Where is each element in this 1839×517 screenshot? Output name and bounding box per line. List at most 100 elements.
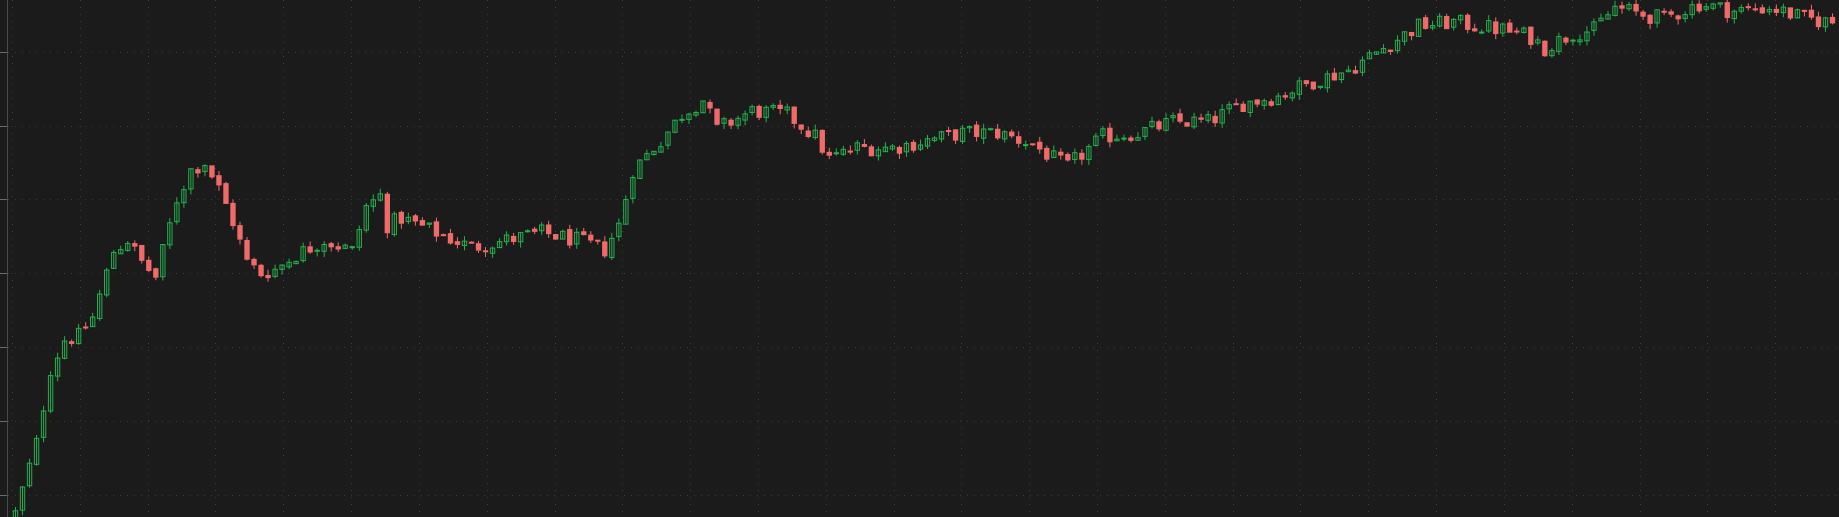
candle [959,124,966,144]
candle [75,323,82,345]
candle-body-down [707,102,713,109]
candle [405,212,412,225]
candle-body-up [763,106,769,118]
candle-body-down [1408,32,1415,37]
candle [1310,81,1317,91]
candle [861,138,868,148]
candle-body-up [1345,69,1352,73]
candle-body-up [1114,138,1120,142]
candle [700,100,706,114]
candle-body-up [125,243,131,251]
candle-body-up [279,264,285,270]
candle [637,159,643,179]
candle [952,129,959,145]
candle-body-down [1668,11,1674,15]
candle-body-up [1072,152,1078,160]
candle-body-up [391,213,398,235]
candle [560,229,566,240]
candle-body-down [1107,127,1113,143]
candle-body-up [1093,135,1099,147]
candle [1436,13,1443,28]
candle [973,121,980,142]
candle [1100,126,1106,139]
candle-body-up [1605,14,1611,20]
candle [1331,67,1338,81]
candle-body-down [1443,16,1450,30]
candle [1394,35,1401,54]
candle [1465,13,1471,34]
candle-body-up [202,165,208,173]
candle-body-up [693,111,699,116]
candle [672,119,678,134]
candle-body-up [686,113,692,120]
candle [216,170,222,191]
candle-body-up [1717,2,1723,5]
candle [1556,32,1562,55]
candle-body-down [1745,6,1751,9]
candle-body-down [1465,14,1471,30]
candle-body-down [1773,8,1780,13]
candle-body-down [1563,37,1569,43]
candle [896,145,903,159]
candle [1072,148,1078,164]
candle [489,246,496,258]
candle [917,139,924,151]
candle-body-down [581,231,587,236]
candle [1303,80,1310,87]
candle [111,249,117,269]
candle-body-up [342,244,348,249]
candle-body-up [503,234,510,243]
candle [251,257,257,269]
candle [1794,8,1801,19]
candle [1373,51,1380,55]
candle-body-up [97,293,103,320]
candle [1766,6,1773,16]
candle-body-up [1170,115,1176,119]
candle [1801,9,1808,17]
candle [1401,31,1408,46]
candle-body-down [1640,11,1646,17]
candle [440,233,447,237]
candle [132,240,138,252]
candle-body-up [1261,100,1267,106]
candle [356,225,362,251]
candle-body-up [1429,25,1436,29]
candle [1738,4,1744,14]
candle-body-up [840,148,846,155]
candle [658,141,664,153]
candle-body-up [980,128,987,139]
candle-body-down [468,241,475,244]
candle-body-down [1542,40,1548,57]
candle-body-up [1577,39,1583,43]
candle [510,232,517,245]
candle-body-up [665,131,671,146]
candle [1317,85,1324,90]
candle-body-up [1458,15,1464,21]
candle [1212,110,1218,127]
candle [447,228,454,245]
candle-body-up [609,237,615,258]
candle [1549,48,1555,58]
candle [1682,11,1688,23]
candle [1633,0,1639,16]
candle [104,267,110,298]
candle [61,336,68,360]
candle [1717,2,1723,8]
candle-body-up [721,118,727,124]
candle-body-up [1626,4,1632,10]
candle [363,202,369,233]
candle [1366,49,1373,60]
candle-body-up [931,137,938,141]
candle-body-up [1324,73,1331,89]
candle [1205,110,1211,124]
candle [68,339,75,347]
candle [1450,17,1457,31]
candle [1486,15,1492,33]
candle [454,237,461,249]
candle-body-up [889,145,896,150]
candle-body-down [1331,72,1338,81]
candle [1268,98,1274,107]
candle-body-up [1380,47,1387,54]
candle-body-down [1128,137,1134,141]
